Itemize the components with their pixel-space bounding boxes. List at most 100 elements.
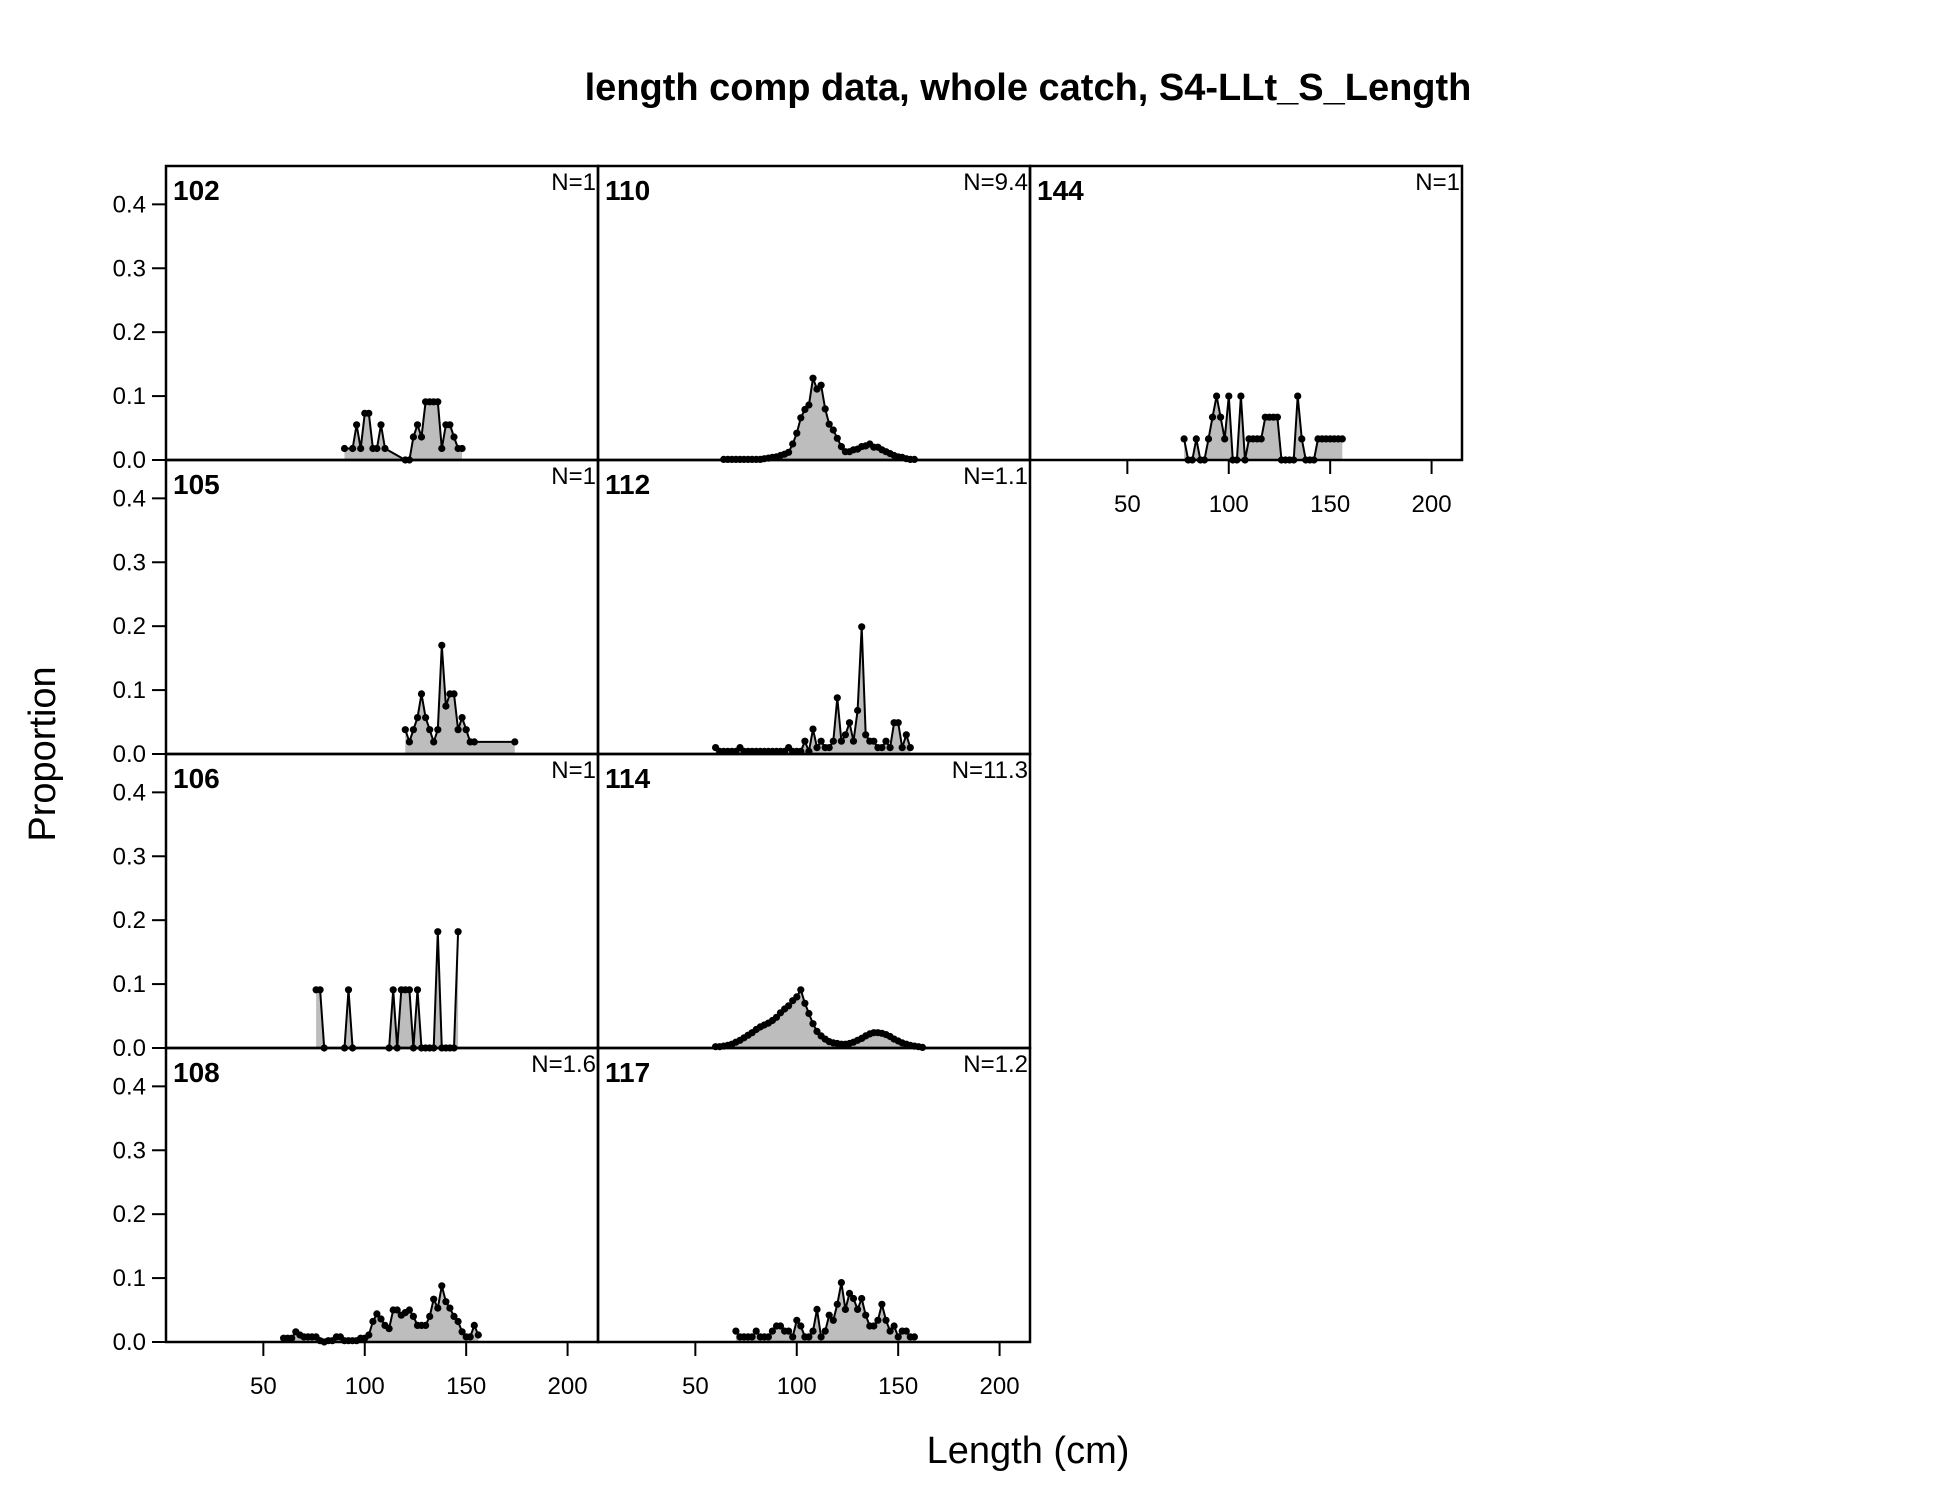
panel-102-data-point xyxy=(434,398,442,406)
panel-110-data-point xyxy=(825,420,833,428)
panel-144-data-point xyxy=(1237,392,1245,400)
panel-102-area xyxy=(344,401,463,460)
panel-110-data-point xyxy=(805,401,813,409)
y-tick-label: 0.3 xyxy=(113,1137,146,1164)
panel-112-data-point xyxy=(841,731,850,739)
panel-144-data-point xyxy=(1217,413,1225,421)
panel-112-data-point xyxy=(849,737,858,745)
panel-102-data-point xyxy=(373,444,381,453)
panel-105-data-point xyxy=(438,641,446,649)
panel-108-n-label: N=1.6 xyxy=(531,1051,596,1078)
panel-144-data-point xyxy=(1208,413,1217,421)
panel-102-data-point xyxy=(349,444,357,453)
panel-114-n-label: N=11.3 xyxy=(952,757,1028,784)
panel-117-data-point xyxy=(809,1327,817,1335)
panel-108-data-point xyxy=(409,1312,417,1320)
panel-108-data-point xyxy=(365,1331,373,1339)
panel-108-data-point xyxy=(373,1310,381,1318)
panel-108-label: 108 xyxy=(173,1057,220,1088)
panel-105-n-label: N=1 xyxy=(551,463,596,490)
y-tick-label: 0.1 xyxy=(113,971,146,998)
panel-102-data-point xyxy=(417,433,426,441)
panel-110-label: 110 xyxy=(605,175,650,206)
panel-105-data-point xyxy=(409,726,417,734)
y-tick-label: 0.4 xyxy=(113,779,146,806)
panel-117-data-point xyxy=(805,1333,813,1341)
panel-117-data-point xyxy=(845,1289,854,1297)
panel-112-data-point xyxy=(854,706,862,715)
panel-112-data-point xyxy=(809,725,817,733)
x-tick-label: 200 xyxy=(1412,491,1452,518)
panel-106-n-label: N=1 xyxy=(551,757,596,784)
y-tick-label: 0.1 xyxy=(113,677,146,704)
panel-117-data-point xyxy=(882,1316,890,1324)
panel-106-data-point xyxy=(344,986,353,994)
x-tick-label: 50 xyxy=(1114,491,1141,518)
panel-112-area xyxy=(715,626,911,754)
panel-108-data-point xyxy=(385,1325,393,1333)
chart-title: length comp data, whole catch, S4-LLt_S_… xyxy=(585,67,1472,109)
panel-114-data-point xyxy=(809,1020,817,1028)
panel-144-series-line xyxy=(1183,395,1343,461)
panel-106-data-point xyxy=(434,928,442,936)
panel-105-data-point xyxy=(422,714,430,722)
x-tick-label: 150 xyxy=(446,1373,486,1400)
panel-108-data-point xyxy=(422,1321,430,1329)
panel-106-data-point xyxy=(454,928,462,936)
panel-117-data-point xyxy=(817,1333,825,1341)
panel-105-data-point xyxy=(511,738,519,746)
panel-112-data-point xyxy=(833,694,841,702)
panel-110-data-point xyxy=(833,434,841,442)
panel-105-data-point xyxy=(470,738,478,746)
panel-106-data-point xyxy=(405,986,413,994)
panel-117-data-point xyxy=(890,1322,898,1330)
panel-102-data-point xyxy=(377,421,385,429)
panel-117-data-point xyxy=(776,1322,785,1330)
panel-108-data-point xyxy=(393,1306,401,1314)
panel-108-data-point xyxy=(466,1333,474,1341)
panel-112-data-point xyxy=(858,623,866,631)
panel-110-data-point xyxy=(821,405,829,413)
panel-114-data-point xyxy=(805,1009,813,1018)
panel-grid: 102 N=1 0.0 0.1 0.2 0.3 0.4 105 N=1 0.0 0.1 0.2 0.3 0… xyxy=(113,164,1464,1400)
panel-117-data-point xyxy=(789,1333,797,1341)
panel-117-data-point xyxy=(813,1305,821,1313)
panel-117-data-point xyxy=(870,1322,878,1330)
panel-105-label: 105 xyxy=(173,469,220,500)
y-tick-label: 0.2 xyxy=(113,907,146,934)
panel-117-n-label: N=1.2 xyxy=(963,1051,1028,1078)
x-tick-label: 50 xyxy=(250,1373,277,1400)
panel-105-data-point xyxy=(442,702,450,710)
panel-108-data-point xyxy=(442,1298,450,1306)
panel-117-data-point xyxy=(833,1300,841,1308)
panel-108-data-point xyxy=(405,1306,413,1314)
panel-112-data-point xyxy=(902,731,910,739)
panel-112-data-point xyxy=(813,744,821,752)
panel-106-data-point xyxy=(389,986,397,994)
panel-144-data-point xyxy=(1221,435,1229,443)
panel-112-n-label: N=1.1 xyxy=(963,463,1028,490)
panel-110-data-point xyxy=(829,426,837,434)
panel-117-data-point xyxy=(862,1311,870,1319)
panel-112-data-point xyxy=(882,737,890,745)
panel-105-data-point xyxy=(462,726,470,734)
x-tick-label: 150 xyxy=(1310,491,1350,518)
panel-110-data-point xyxy=(809,374,817,382)
panel-110-n-label: N=9.4 xyxy=(963,169,1028,196)
panel-114-data-point xyxy=(793,993,801,1001)
y-tick-label: 0.2 xyxy=(113,319,146,346)
x-tick-label: 100 xyxy=(1209,491,1249,518)
panel-105: 105 N=1 0.0 0.1 0.2 0.3 0.4 xyxy=(113,458,600,768)
panel-108-data-point xyxy=(426,1312,434,1320)
panel-112-label: 112 xyxy=(605,469,650,500)
panel-108-data-point xyxy=(450,1312,458,1320)
panel-105-data-point xyxy=(434,726,442,734)
x-tick-label: 200 xyxy=(548,1373,588,1400)
panel-102-data-point xyxy=(438,444,446,453)
panel-144-data-point xyxy=(1192,435,1200,443)
panel-102-data-point xyxy=(446,421,454,429)
y-tick-label: 0.4 xyxy=(113,485,146,512)
y-axis-title: Proportion xyxy=(22,666,64,841)
